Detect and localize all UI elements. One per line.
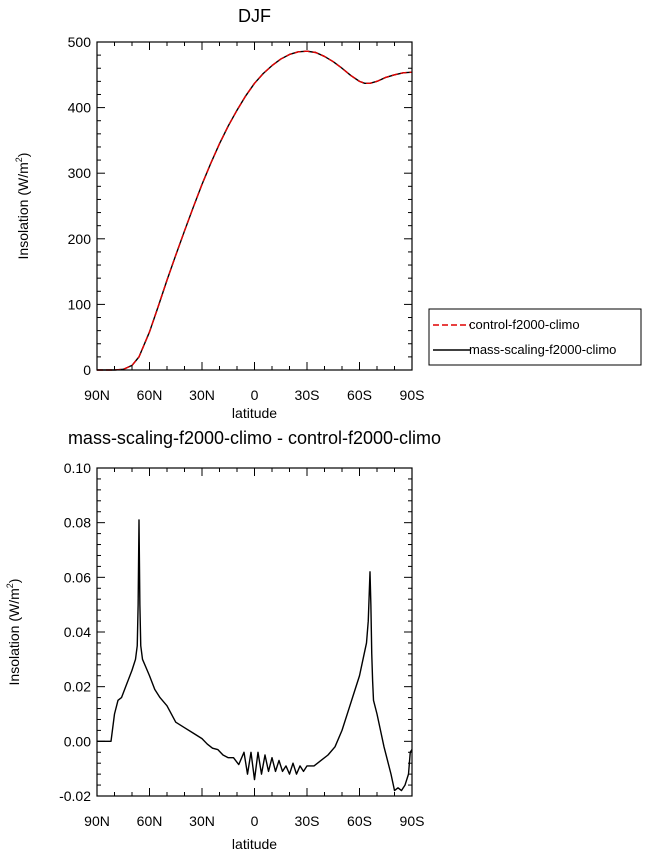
- chart2-y-tick-label: 0.10: [64, 460, 91, 476]
- chart1-x-tick-label: 0: [251, 387, 259, 403]
- chart1-y-axis-label-main: Insolation (W/m: [15, 162, 31, 259]
- chart1-x-tick-label: 90N: [84, 387, 110, 403]
- chart1-series-line-1: [97, 50, 413, 371]
- chart2-x-tick-label: 90S: [400, 813, 425, 829]
- chart2-y-axis-label-sup: 2: [5, 583, 15, 588]
- chart2-x-axis-label: latitude: [232, 836, 277, 852]
- chart2-y-axis-label-end: ): [6, 579, 22, 584]
- chart2-y-tick-label: 0.08: [64, 515, 91, 531]
- chart2-x-tick-label: 90N: [84, 813, 110, 829]
- chart1-y-tick-label: 100: [68, 296, 92, 312]
- chart1-y-tick-label: 200: [68, 231, 92, 247]
- chart1-x-tick-label: 60N: [137, 387, 163, 403]
- chart1-plot-frame: [96, 41, 413, 371]
- chart2-x-tick-label: 0: [251, 813, 259, 829]
- chart1-series-line-2: [97, 50, 413, 371]
- chart1-y-tick-label: 400: [68, 100, 92, 116]
- chart1-x-tick-label: 60S: [347, 387, 372, 403]
- chart2-x-tick-label: 30S: [295, 813, 320, 829]
- chart2-y-tick-label: 0.04: [64, 624, 91, 640]
- chart1-y-tick-label: 500: [68, 34, 92, 50]
- chart2-y-axis-label-main: Insolation (W/m: [6, 588, 22, 685]
- chart1-y-axis-label-sup: 2: [14, 157, 24, 162]
- chart2-x-tick-label: 60S: [347, 813, 372, 829]
- chart1-y-axis-label-end: ): [15, 153, 31, 158]
- chart2-x-tick-label: 30N: [189, 813, 215, 829]
- legend-label-2: mass-scaling-f2000-climo: [469, 342, 616, 357]
- chart1-x-tick-label: 30S: [295, 387, 320, 403]
- chart1-x-tick-label: 90S: [400, 387, 425, 403]
- chart1-x-axis-label: latitude: [232, 405, 277, 421]
- chart1-y-tick-label: 0: [83, 362, 91, 378]
- legend-box: [428, 308, 642, 366]
- chart2-title: mass-scaling-f2000-climo - control-f2000…: [68, 428, 441, 448]
- legend-label-1: control-f2000-climo: [469, 317, 580, 332]
- chart2-y-tick-label: 0.02: [64, 679, 91, 695]
- chart2-y-tick-label: 0.06: [64, 569, 91, 585]
- chart1-x-tick-label: 30N: [189, 387, 215, 403]
- chart2-y-axis-label: Insolation (W/m2): [5, 579, 22, 686]
- chart2-series-line-1: [97, 519, 413, 792]
- chart2-y-tick-label: -0.02: [59, 788, 91, 804]
- chart2-y-tick-label: 0.00: [64, 733, 91, 749]
- chart2-x-tick-label: 60N: [137, 813, 163, 829]
- chart2-plot-frame: [96, 467, 413, 797]
- chart1-title: DJF: [238, 6, 271, 26]
- chart1-y-tick-label: 300: [68, 165, 92, 181]
- chart1-y-axis-label: Insolation (W/m2): [14, 153, 31, 260]
